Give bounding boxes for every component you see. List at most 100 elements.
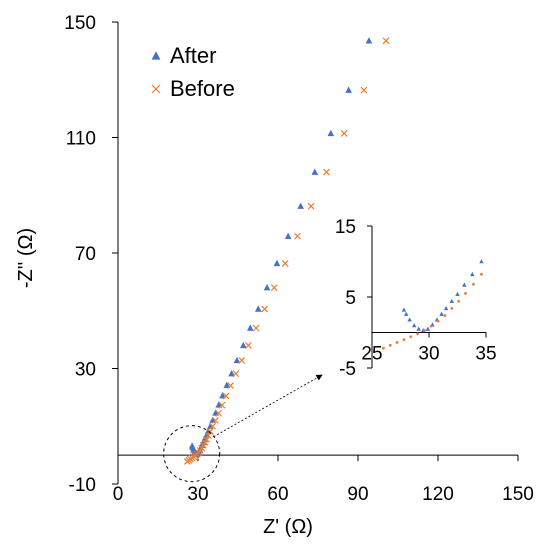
data-point-stroke — [307, 202, 315, 210]
data-point-after — [151, 51, 161, 60]
data-point-before — [211, 417, 219, 424]
data-point-before — [323, 168, 330, 176]
data-point-after — [233, 356, 241, 364]
data-point-before — [203, 435, 210, 443]
data-point-before — [215, 409, 222, 417]
data-point-after — [401, 307, 407, 312]
data-point-after — [407, 317, 412, 322]
data-point-stroke — [261, 305, 269, 313]
inset-data-point-before — [457, 299, 461, 303]
x-tick-label: 60 — [267, 484, 288, 505]
inset-x-tick-label: 30 — [418, 344, 439, 365]
data-point-stroke — [244, 341, 252, 349]
data-point-stroke — [238, 356, 246, 364]
data-point-after — [327, 129, 335, 137]
inset-plot: 15 5 -525 30 35 — [335, 217, 497, 380]
data-point-after — [246, 324, 254, 331]
data-point-stroke — [323, 168, 330, 176]
data-point-stroke — [382, 37, 390, 45]
data-point-after — [263, 284, 271, 291]
data-point-before — [206, 428, 214, 435]
inset-data-point-before — [436, 319, 440, 323]
zoom-circle — [163, 425, 221, 483]
data-point-stroke — [281, 259, 289, 267]
inset-data-point-before — [464, 292, 467, 295]
inset-y-tick-label: 5 — [345, 288, 356, 309]
main-axes: 150 110 70 30 -10 0 30 60 90 120 150 — [64, 13, 534, 505]
x-tick-label: 120 — [422, 484, 454, 505]
data-point-after — [416, 326, 421, 331]
data-point-stroke — [222, 392, 230, 400]
data-point-stroke — [340, 130, 348, 137]
main-plot-area — [163, 37, 390, 483]
inset-data-point-before — [423, 328, 426, 332]
data-point-before — [232, 370, 240, 378]
data-point-before — [227, 382, 234, 389]
data-point-before — [340, 130, 348, 137]
data-point-after — [443, 305, 449, 311]
data-point-after — [223, 381, 231, 388]
data-point-stroke — [215, 409, 222, 417]
data-point-stroke — [211, 417, 219, 424]
x-tick-label: 0 — [113, 484, 124, 505]
data-point-stroke — [151, 84, 161, 94]
inset-data-point-before — [429, 324, 433, 328]
inset-data-point-before — [443, 314, 447, 317]
data-point-after — [404, 311, 409, 316]
data-point-before — [209, 422, 217, 430]
inset-x-tick-label: 35 — [475, 344, 496, 365]
data-point-stroke — [270, 284, 278, 292]
data-point-after — [273, 259, 281, 267]
data-point-stroke — [209, 422, 217, 430]
data-point-after — [470, 271, 475, 277]
x-tick-label: 90 — [347, 484, 368, 505]
x-axis-label: Z' (Ω) — [263, 516, 313, 538]
data-point-before — [307, 202, 315, 210]
data-point-before — [218, 401, 226, 409]
data-point-after — [462, 282, 467, 287]
y-tick-label: 110 — [66, 129, 96, 150]
inset-x-tick-label: 25 — [361, 344, 382, 365]
data-point-stroke — [232, 370, 240, 378]
data-point-after — [439, 311, 444, 316]
inset-data-point-before — [480, 272, 483, 276]
data-point-before — [151, 84, 161, 94]
data-point-before — [382, 37, 390, 45]
data-point-after — [449, 298, 454, 304]
inset-series-after — [401, 259, 484, 333]
data-point-after — [479, 259, 484, 264]
data-point-after — [228, 370, 235, 377]
data-point-after — [284, 232, 292, 239]
data-point-stroke — [227, 382, 234, 389]
data-point-before — [360, 86, 368, 94]
zoom-arrow — [213, 374, 323, 438]
y-tick-label: 30 — [75, 360, 96, 381]
y-axis-label: -Z'' (Ω) — [15, 228, 37, 288]
y-tick-label: 150 — [64, 13, 96, 34]
y-tick-label: -10 — [69, 475, 96, 496]
inset-data-point-before — [402, 338, 406, 341]
inset-data-point-before — [450, 306, 454, 310]
data-point-after — [425, 326, 431, 331]
inset-data-point-before — [388, 343, 392, 347]
data-point-stroke — [360, 86, 368, 94]
data-point-after — [455, 291, 460, 296]
data-point-before — [261, 305, 269, 313]
x-tick-label: 30 — [187, 484, 208, 505]
legend-label-before: Before — [170, 76, 235, 101]
data-point-after — [219, 392, 226, 399]
data-point-before — [294, 232, 301, 240]
data-point-after — [240, 341, 247, 349]
inset-series-before — [382, 272, 483, 350]
x-tick-label: 150 — [502, 484, 534, 505]
inset-data-point-before — [382, 346, 385, 350]
data-point-before — [281, 259, 289, 267]
series-before — [183, 37, 390, 465]
legend-label-after: After — [170, 43, 216, 68]
inset-data-point-before — [472, 282, 475, 286]
data-point-stroke — [206, 428, 214, 435]
data-point-before — [252, 324, 260, 332]
data-point-stroke — [252, 324, 260, 332]
data-point-after — [345, 86, 352, 93]
